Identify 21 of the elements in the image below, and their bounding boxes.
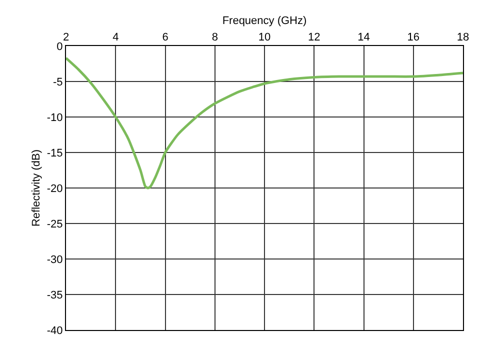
y-tick-label: -25 bbox=[46, 218, 63, 230]
x-tick-label: 8 bbox=[212, 32, 218, 44]
line-series bbox=[66, 56, 463, 190]
x-tick-label: 4 bbox=[112, 32, 119, 44]
y-tick-label: -35 bbox=[46, 289, 63, 302]
y-tick-label: 0 bbox=[56, 40, 63, 53]
y-tick-label: -40 bbox=[46, 324, 63, 337]
y-tick-label: -15 bbox=[46, 147, 63, 160]
y-axis-title: Reflectivity (dB) bbox=[30, 149, 43, 227]
x-tick-label: 14 bbox=[358, 32, 370, 44]
y-tick-label: -10 bbox=[46, 112, 63, 124]
y-tick-label: -20 bbox=[46, 182, 63, 195]
x-tick-label: 16 bbox=[407, 32, 420, 44]
x-tick-label: 18 bbox=[456, 32, 470, 44]
x-axis-title: Frequency (GHz) bbox=[222, 15, 307, 28]
x-tick-label: 12 bbox=[308, 32, 320, 44]
y-tick-label: -5 bbox=[53, 76, 63, 88]
y-tick-label: -30 bbox=[46, 254, 63, 266]
x-tick-label: 6 bbox=[162, 32, 168, 44]
x-tick-label: 10 bbox=[258, 32, 271, 44]
x-tick-label: 2 bbox=[62, 32, 70, 44]
